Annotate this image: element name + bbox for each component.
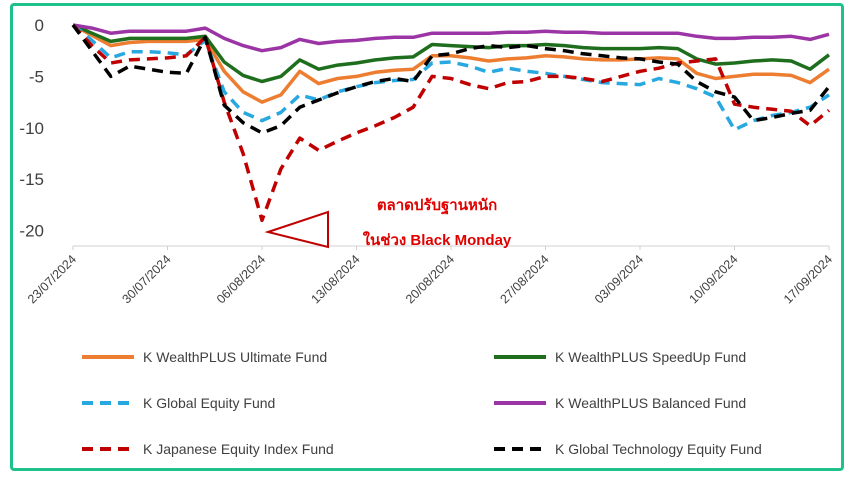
y-tick-label: -15 [19,170,44,189]
legend-label-1: K WealthPLUS SpeedUp Fund [555,349,746,365]
chart-frame [10,3,844,471]
x-tick-label: 23/07/2024 [25,252,79,306]
x-tick-label: 06/08/2024 [214,252,268,306]
legend-label-0: K WealthPLUS Ultimate Fund [143,349,327,365]
series-line-0 [72,23,831,104]
series-layer [71,23,831,223]
legend-label-4: K Japanese Equity Index Fund [143,441,334,457]
y-tick-label: -5 [29,67,44,86]
legend: K WealthPLUS Ultimate Fund K WealthPLUS S… [82,349,762,457]
series-line-1 [72,23,831,84]
legend-label-2: K Global Equity Fund [143,395,275,411]
series-line-5 [71,23,831,135]
annotation-line-1: ตลาดปรับฐานหนัก [377,197,497,215]
annotation-line-2: ในช่วง Black Monday [363,231,512,249]
series-line-4 [71,23,831,223]
y-tick-label: 0 [35,16,44,35]
x-tick-label: 17/09/2024 [781,252,835,306]
y-tick-label: -10 [19,119,44,138]
x-tick-label: 20/08/2024 [403,252,457,306]
annotation: ตลาดปรับฐานหนัก ในช่วง Black Monday [264,197,512,249]
x-tick-label: 30/07/2024 [119,252,173,306]
legend-label-5: K Global Technology Equity Fund [555,441,762,457]
y-tick-label: -20 [19,222,44,241]
x-tick-label: 10/09/2024 [686,252,740,306]
x-tick-label: 27/08/2024 [497,252,551,306]
series-line-3 [72,23,830,53]
annotation-arrow [264,210,329,249]
legend-label-3: K WealthPLUS Balanced Fund [555,395,746,411]
x-tick-label: 13/08/2024 [308,252,362,306]
x-tick-label: 03/09/2024 [592,252,646,306]
